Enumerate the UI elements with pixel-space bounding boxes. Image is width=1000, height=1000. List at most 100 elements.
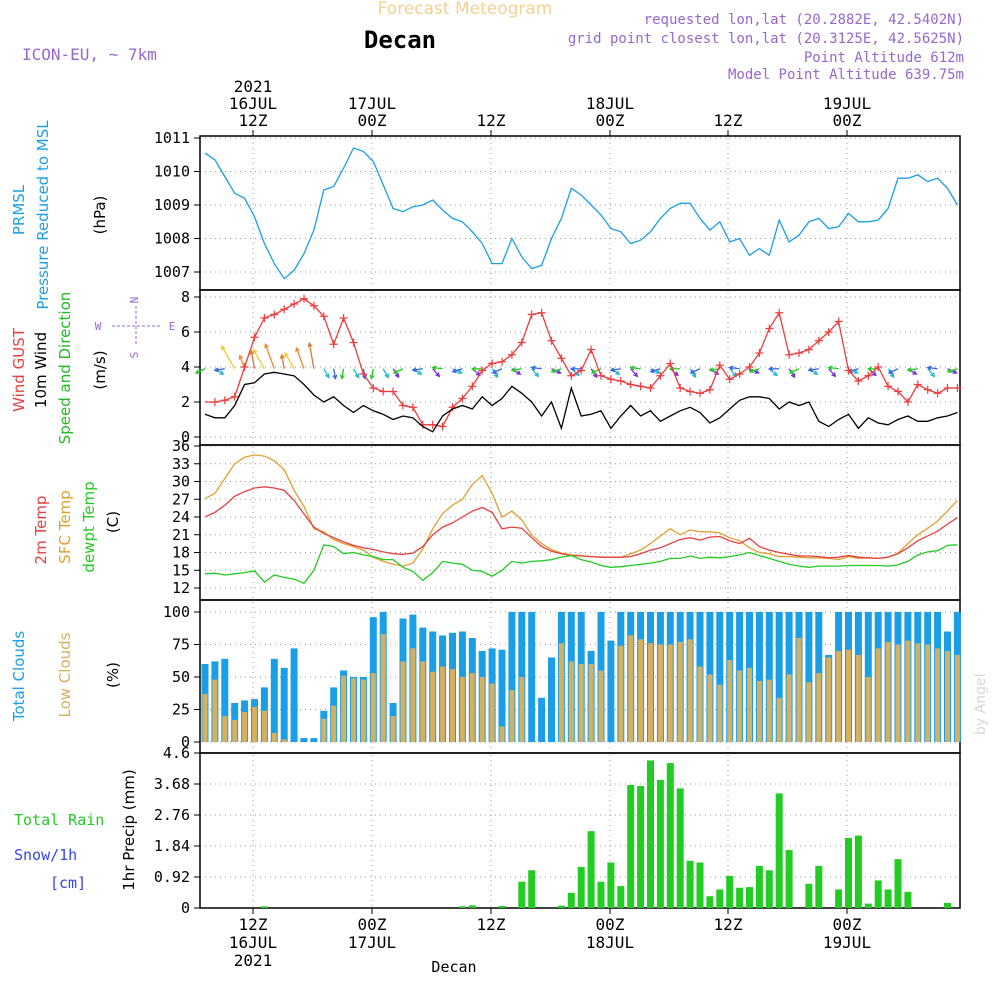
- top-axis-hour: 00Z: [596, 111, 625, 130]
- wind-arrow-shaft: [250, 350, 256, 369]
- wind-arrow-head: [219, 370, 225, 375]
- wind-gust-marker: [676, 384, 685, 392]
- y-tick-label: 33: [172, 455, 190, 473]
- wind-arrow-head: [264, 343, 269, 349]
- low-cloud-bar: [628, 635, 634, 742]
- low-cloud-bar: [459, 677, 465, 742]
- wind-gust-line: [205, 298, 958, 428]
- low-clouds-label: Low Clouds: [56, 632, 74, 717]
- top-axis-date: 18JUL: [586, 94, 634, 113]
- wind-arrow-head: [530, 365, 536, 371]
- rain-bar: [775, 793, 783, 908]
- wind-arrow: [550, 368, 562, 374]
- wind-unit-label: (m/s): [91, 350, 109, 389]
- wind-arrow-head: [470, 366, 477, 372]
- wind-gust-marker: [785, 350, 794, 359]
- wind-arrow-head: [649, 368, 655, 374]
- low-cloud-bar: [796, 638, 802, 742]
- y-tick-label: 4: [181, 358, 190, 376]
- y-tick-label: 1008: [154, 230, 190, 248]
- wind-arrow: [221, 345, 236, 370]
- wind-10m-line: [204, 371, 958, 433]
- rain-bar: [845, 837, 852, 908]
- wind-arrow: [431, 365, 443, 371]
- wind-arrow: [491, 368, 503, 374]
- total-cloud-bar: [805, 612, 813, 742]
- wind-arrow-head: [831, 372, 837, 378]
- rain-bar: [706, 896, 714, 908]
- compass-south: S: [128, 352, 141, 359]
- total-cloud-bar: [221, 658, 229, 742]
- low-cloud-bar: [954, 654, 960, 742]
- wind-gust-marker: [379, 387, 388, 396]
- low-cloud-bar: [657, 644, 663, 742]
- wind-panel-labels: Wind GUST 10m Wind Speed and Direction (…: [10, 292, 175, 445]
- wind-gust-marker: [854, 377, 863, 385]
- wind-gust-marker: [864, 371, 873, 380]
- low-cloud-bar: [519, 677, 525, 742]
- total-cloud-bar: [755, 612, 763, 742]
- low-cloud-bar: [885, 641, 891, 742]
- wind-gust-marker: [616, 377, 625, 385]
- low-cloud-bar: [618, 645, 624, 742]
- precip-panel-labels: Total Rain Snow/1h [cm] 1hr Precip (mm): [14, 769, 138, 892]
- total-cloud-bar: [310, 738, 318, 742]
- wind-arrow-head: [772, 371, 778, 377]
- wind-arrow-shaft: [264, 344, 275, 369]
- wind-arrow-shaft: [888, 368, 899, 374]
- rain-bar: [864, 903, 872, 908]
- total-cloud-bar: [300, 738, 308, 742]
- rain-bar: [627, 785, 635, 908]
- y-tick-label: 8: [181, 288, 190, 306]
- wind-arrow-head: [252, 348, 258, 354]
- wind-arrow-head: [491, 369, 497, 374]
- rain-bar: [835, 889, 843, 908]
- low-cloud-bar: [667, 644, 673, 742]
- wind-gust-marker: [765, 324, 774, 333]
- wind-gust-marker: [656, 371, 665, 380]
- rain-bar: [815, 865, 823, 908]
- top-axis-date: 19JUL: [823, 94, 871, 113]
- wind-gust-marker: [290, 300, 299, 308]
- wind-arrow-head: [629, 365, 635, 371]
- bottom-axis-hour: 00Z: [596, 915, 625, 934]
- y-tick-label: 1007: [154, 263, 190, 281]
- wind-gust-marker: [804, 345, 813, 354]
- low-cloud-bar: [945, 651, 950, 742]
- top-axis-label: 12Z: [714, 111, 743, 130]
- wind-arrow-head: [339, 374, 345, 380]
- wind-arrow-head: [689, 369, 695, 374]
- low-cloud-bar: [261, 710, 267, 742]
- wind-arrow-head: [221, 345, 226, 351]
- wind-arrow-head: [332, 374, 338, 380]
- wind-arrow-shaft: [393, 368, 404, 374]
- wind-arrow: [609, 367, 621, 373]
- low-cloud-bar: [509, 690, 515, 742]
- wind-arrow-shaft: [828, 368, 836, 377]
- pressure-unit-label: (hPa): [91, 196, 109, 235]
- low-cloud-bar: [410, 648, 416, 742]
- wind-arrow-shaft: [630, 366, 641, 370]
- total-cloud-bar: [290, 648, 298, 742]
- rain-bar: [637, 786, 645, 908]
- low-cloud-bar: [648, 643, 653, 742]
- requested-coordinates: requested lon,lat (20.2882E, 42.5402N): [644, 12, 964, 28]
- rain-bar: [597, 881, 605, 908]
- wind-gust-marker: [597, 371, 605, 380]
- wind-arrow: [213, 367, 225, 373]
- bottom-axis-hour: 12Z: [477, 915, 506, 934]
- low-cloud-bar: [499, 726, 505, 742]
- bottom-axis-date: 16JUL: [229, 933, 277, 952]
- y-tick-label: 21: [172, 526, 190, 544]
- wind-arrow-shaft: [907, 368, 918, 371]
- total-cloud-bar: [607, 640, 615, 742]
- compass-west: W: [95, 320, 102, 333]
- low-cloud-bar: [440, 666, 446, 742]
- wind-arrow-shaft: [808, 368, 819, 371]
- wind-arrow-shaft: [382, 368, 389, 378]
- low-cloud-bar: [717, 684, 723, 742]
- wind-arrow-shaft: [295, 347, 305, 369]
- y-tick-label: 1.84: [154, 837, 190, 855]
- low-cloud-bar: [766, 679, 772, 742]
